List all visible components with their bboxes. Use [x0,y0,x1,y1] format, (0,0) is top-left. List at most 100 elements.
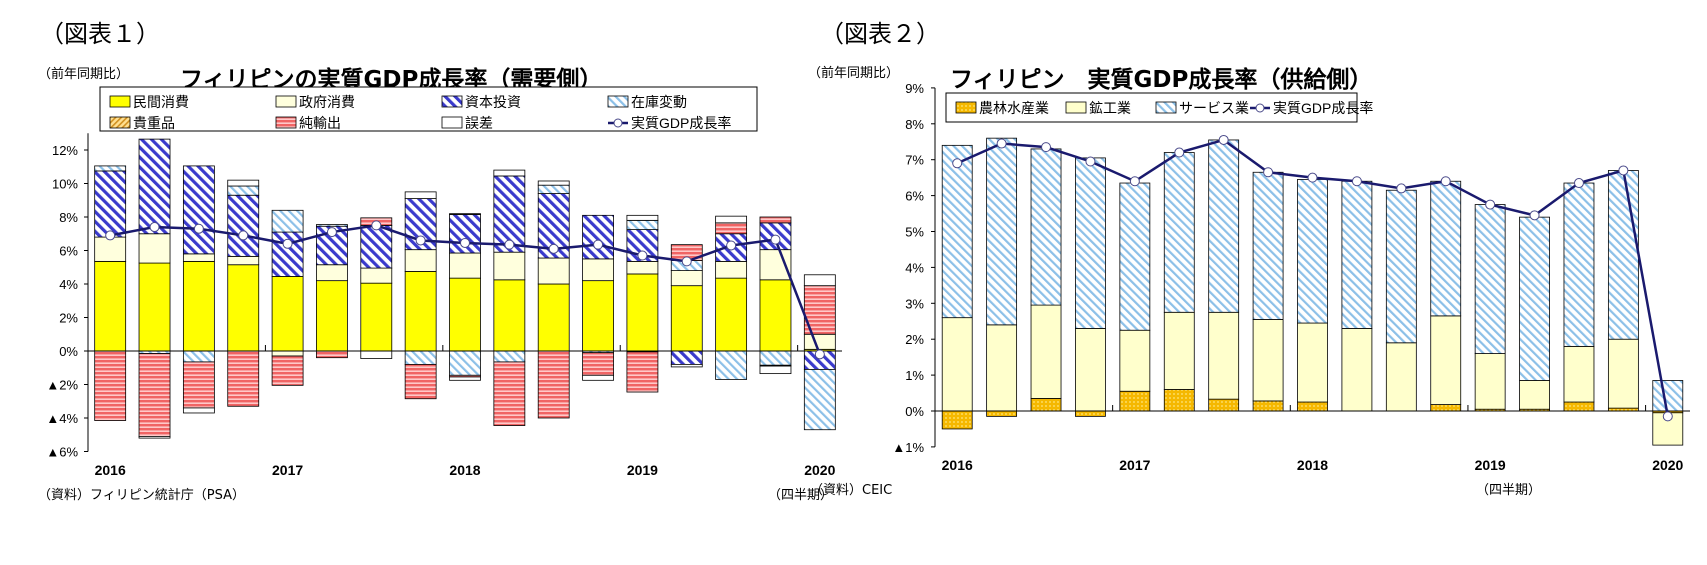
bar-segment [626,214,659,221]
bar-segment [1563,401,1595,412]
gdp-growth-point [1351,176,1362,187]
bar-segment [1030,148,1062,306]
legend-swatch [1155,101,1177,114]
bar-segment [670,350,703,365]
bar-segment [626,260,659,275]
legend-label: 実質GDP成長率 [1273,100,1373,116]
bar-segment [582,352,614,376]
legend-marker [613,118,623,128]
bar-segment [759,365,792,375]
bar-segment [941,144,973,319]
legend-label: 政府消費 [299,94,355,110]
y-tick-label: 0% [905,404,924,419]
bar-segment [803,333,836,350]
chart-1: ▲6% ▲4% ▲2% 0% 2% 4% 6% 8% 10% 12% 2016 2017 2018 201… [46,86,842,478]
gdp-growth-point [770,234,781,245]
bar-segment [138,436,171,439]
year-label: 2020 [804,462,835,478]
y-tick-label: 0% [59,344,78,359]
bar-segment [986,410,1018,417]
gdp-growth-point [1129,176,1140,187]
gdp-growth-point [814,349,825,360]
y-tick-label: 4% [905,260,924,275]
gdp-growth-point [105,230,116,241]
source-2: （資料）CEIC [810,483,893,498]
bar-segment [1252,319,1284,402]
legend-swatch [109,116,131,129]
bar-segment [1030,398,1062,412]
bar-segment [227,264,260,352]
gdp-growth-point [238,230,249,241]
bar-segment [404,249,437,272]
bar-segment [271,350,304,357]
bar-segment [404,363,437,400]
gdp-growth-point [415,235,426,246]
legend-label: 実質GDP成長率 [631,115,731,131]
gdp-growth-point [1396,183,1407,194]
bar-segment [1430,404,1462,412]
bar-segment [1163,311,1195,390]
bar-segment [316,264,348,282]
bar-segment [1430,315,1462,405]
bar-segment [449,376,481,381]
bar-segment [1607,170,1639,340]
y-tick-label: 10% [52,177,78,192]
figure-label-2: （図表２） [820,20,940,48]
figure-label-1: （図表１） [40,20,160,48]
legend-label: 民間消費 [133,94,189,110]
bar-segment [449,252,481,279]
bar-segment [670,285,703,352]
y-tick-label: 2% [905,332,924,347]
gdp-growth-point [1263,167,1274,178]
y-tick-label: ▲2% [46,378,78,393]
bar-segment [227,350,260,407]
legend-label: 誤差 [465,115,493,131]
y-tick-label: 4% [59,277,78,292]
bar-segment [759,216,792,224]
bar-segment [1208,139,1240,313]
y-tick-label: 12% [52,143,78,158]
legend-swatch [275,95,297,108]
gdp-growth-point [504,239,515,250]
bar-segment [271,276,304,352]
bar-segment [1075,328,1106,412]
year-label: 2020 [1652,457,1683,473]
legend-swatch [441,95,463,108]
legend-swatch [275,116,297,129]
legend-marker [1255,103,1265,113]
bar-segment [941,410,973,430]
bar-segment [537,184,570,194]
gdp-growth-point [726,240,737,251]
x-unit-label-1: （四半期） [768,488,834,503]
bar-segment [182,407,215,414]
bar-segment [316,225,348,266]
bar-segment [1208,398,1240,412]
bar-segment [316,280,348,352]
bar-segment [626,219,659,230]
gdp-growth-point [1174,147,1185,158]
y-tick-label: 9% [905,81,924,96]
bar-segment [404,191,437,199]
bar-segment [537,180,570,186]
bar-segment [537,283,570,352]
bar-segment [227,255,260,266]
bar-segment [1341,328,1373,412]
gdp-growth-point [1085,156,1096,167]
bar-segment [493,169,526,177]
bar-segment [803,369,836,431]
bar-segment [404,271,437,352]
bar-segment [626,351,659,393]
legend-swatch [955,101,977,114]
y-tick-label: ▲1% [892,440,924,455]
bar-segment [1119,329,1151,392]
gdp-growth-point [548,243,559,254]
bar-segment [1652,380,1684,412]
chart-title-2: フィリピン 実質GDP成長率（供給側） [950,67,1373,93]
bar-segment [1297,401,1328,412]
bar-segment [1519,216,1550,381]
gdp-growth-point [1440,176,1451,187]
bar-segment [626,273,659,352]
bar-segment [94,165,127,172]
bar-segment [670,363,703,368]
